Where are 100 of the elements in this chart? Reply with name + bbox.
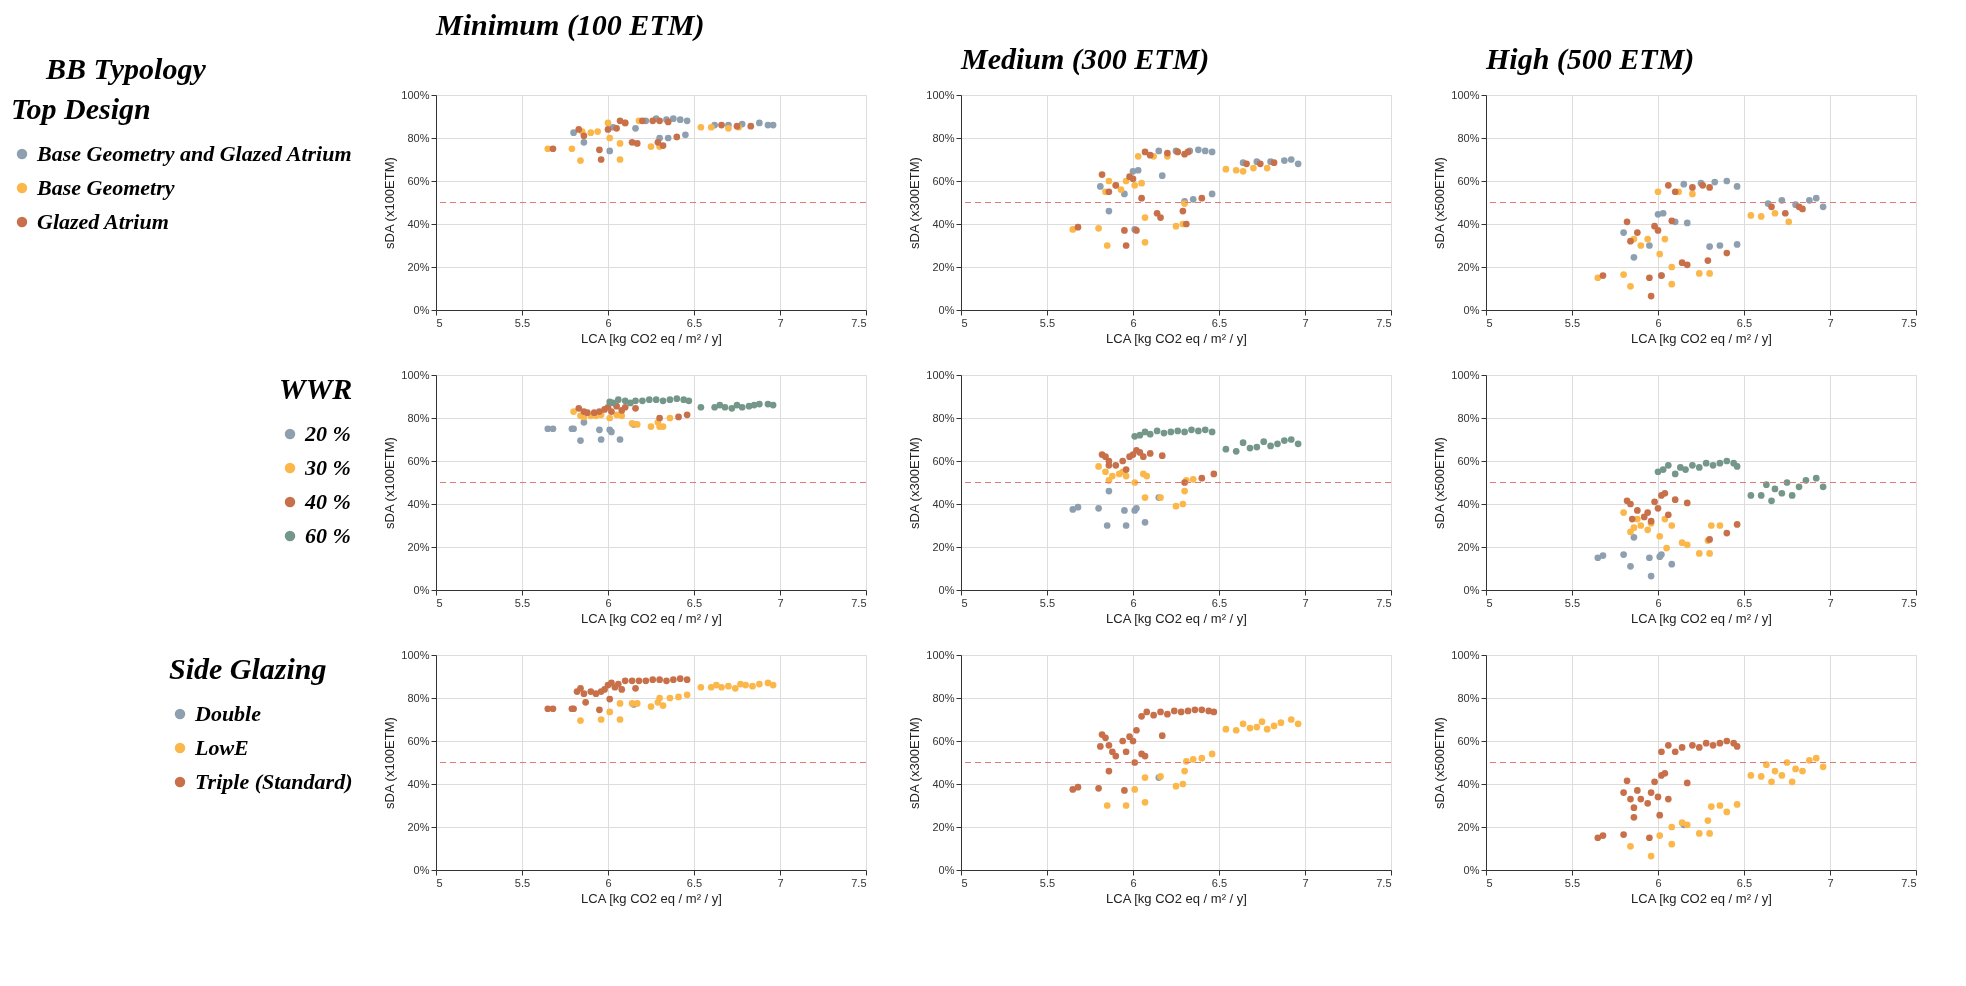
y-tick-label: 60%	[1457, 174, 1480, 187]
y-tick-label: 40%	[1457, 777, 1480, 790]
x-tick-label: 6	[1655, 876, 1662, 889]
y-tick-label: 100%	[1451, 648, 1480, 661]
x-tick-label: 6.5	[1736, 316, 1753, 329]
y-tick-label: 0%	[938, 863, 955, 876]
y-tick-label: 20%	[407, 540, 430, 553]
y-axis-title: sDA (x500ETM)	[1432, 157, 1448, 249]
chart-title: High (500 ETM)	[1485, 42, 1695, 76]
y-axis-title: sDA (x100ETM)	[382, 157, 398, 249]
x-tick-label: 7.5	[851, 596, 867, 609]
x-tick-label: 5	[961, 316, 968, 329]
y-tick-label: 0%	[1463, 583, 1480, 596]
y-tick-label: 60%	[932, 174, 955, 187]
x-tick-label: 5.5	[1564, 876, 1581, 889]
x-tick-label: 5.5	[514, 876, 531, 889]
y-tick-label: 100%	[401, 648, 430, 661]
legend-title: Top Design	[11, 92, 151, 125]
x-axis-title: LCA [kg CO2 eq / m² / y]	[1106, 610, 1247, 626]
y-tick-label: 0%	[413, 583, 430, 596]
y-axis-title: sDA (x500ETM)	[1432, 717, 1448, 809]
y-tick-label: 80%	[932, 691, 955, 704]
x-tick-label: 5.5	[514, 596, 531, 609]
y-tick-label: 100%	[401, 368, 430, 381]
y-tick-label: 40%	[407, 217, 430, 230]
y-tick-label: 80%	[407, 691, 430, 704]
y-tick-label: 20%	[1457, 260, 1480, 273]
y-tick-label: 100%	[926, 368, 955, 381]
x-tick-label: 5.5	[1564, 316, 1581, 329]
x-tick-label: 7.5	[851, 316, 867, 329]
y-axis-title: sDA (x300ETM)	[907, 437, 923, 529]
y-tick-label: 100%	[1451, 368, 1480, 381]
y-tick-label: 80%	[1457, 131, 1480, 144]
y-tick-label: 60%	[1457, 454, 1480, 467]
y-tick-label: 0%	[1463, 863, 1480, 876]
x-tick-label: 5	[961, 596, 968, 609]
x-axis-title: LCA [kg CO2 eq / m² / y]	[581, 890, 722, 906]
y-tick-label: 60%	[407, 454, 430, 467]
y-tick-label: 40%	[407, 497, 430, 510]
y-tick-label: 20%	[932, 820, 955, 833]
x-tick-label: 6	[605, 316, 612, 329]
x-tick-label: 7.5	[851, 876, 867, 889]
x-tick-label: 6	[605, 596, 612, 609]
x-tick-label: 5	[436, 876, 443, 889]
x-tick-label: 7	[1302, 316, 1309, 329]
x-tick-label: 6	[1130, 876, 1137, 889]
x-tick-label: 6.5	[1736, 596, 1753, 609]
legend-label: 40 %	[304, 489, 351, 514]
y-tick-label: 0%	[938, 583, 955, 596]
x-tick-label: 6	[605, 876, 612, 889]
x-axis-title: LCA [kg CO2 eq / m² / y]	[1106, 330, 1247, 346]
legend-label: 30 %	[304, 455, 351, 480]
y-tick-label: 0%	[413, 863, 430, 876]
y-tick-label: 80%	[1457, 691, 1480, 704]
x-tick-label: 5	[436, 316, 443, 329]
x-tick-label: 7	[1302, 876, 1309, 889]
y-axis-title: sDA (x300ETM)	[907, 157, 923, 249]
y-tick-label: 80%	[407, 131, 430, 144]
x-tick-label: 7.5	[1376, 316, 1392, 329]
y-tick-label: 20%	[932, 540, 955, 553]
x-tick-label: 7	[777, 596, 784, 609]
y-tick-label: 20%	[407, 260, 430, 273]
x-tick-label: 6.5	[1736, 876, 1753, 889]
text: BB Typology	[45, 52, 207, 85]
y-tick-label: 20%	[407, 820, 430, 833]
y-tick-label: 0%	[938, 303, 955, 316]
x-tick-label: 6	[1655, 316, 1662, 329]
chart-title: Minimum (100 ETM)	[435, 8, 705, 42]
y-tick-label: 60%	[932, 454, 955, 467]
x-tick-label: 6.5	[686, 316, 703, 329]
y-tick-label: 80%	[407, 411, 430, 424]
y-tick-label: 80%	[932, 411, 955, 424]
x-tick-label: 6	[1655, 596, 1662, 609]
y-tick-label: 40%	[1457, 497, 1480, 510]
x-tick-label: 7.5	[1901, 596, 1917, 609]
x-tick-label: 6.5	[1211, 596, 1228, 609]
y-tick-label: 60%	[932, 734, 955, 747]
y-tick-label: 40%	[932, 497, 955, 510]
y-tick-label: 80%	[1457, 411, 1480, 424]
x-tick-label: 7	[1827, 876, 1834, 889]
y-tick-label: 20%	[1457, 540, 1480, 553]
y-tick-label: 40%	[1457, 217, 1480, 230]
x-tick-label: 5.5	[1039, 316, 1056, 329]
x-tick-label: 5	[1486, 596, 1493, 609]
x-tick-label: 5.5	[514, 316, 531, 329]
legend-title: WWR	[279, 372, 353, 405]
y-tick-label: 100%	[926, 88, 955, 101]
y-tick-label: 20%	[932, 260, 955, 273]
y-tick-label: 40%	[932, 777, 955, 790]
x-tick-label: 7.5	[1376, 596, 1392, 609]
legend-label: Base Geometry and Glazed Atrium	[36, 141, 352, 166]
x-tick-label: 7.5	[1376, 876, 1392, 889]
x-tick-label: 5	[1486, 316, 1493, 329]
y-tick-label: 0%	[1463, 303, 1480, 316]
x-tick-label: 5.5	[1039, 876, 1056, 889]
x-tick-label: 6.5	[1211, 876, 1228, 889]
x-tick-label: 6.5	[686, 876, 703, 889]
legend-label: Glazed Atrium	[37, 209, 169, 234]
y-tick-label: 40%	[407, 777, 430, 790]
chart-title: Medium (300 ETM)	[960, 42, 1210, 76]
